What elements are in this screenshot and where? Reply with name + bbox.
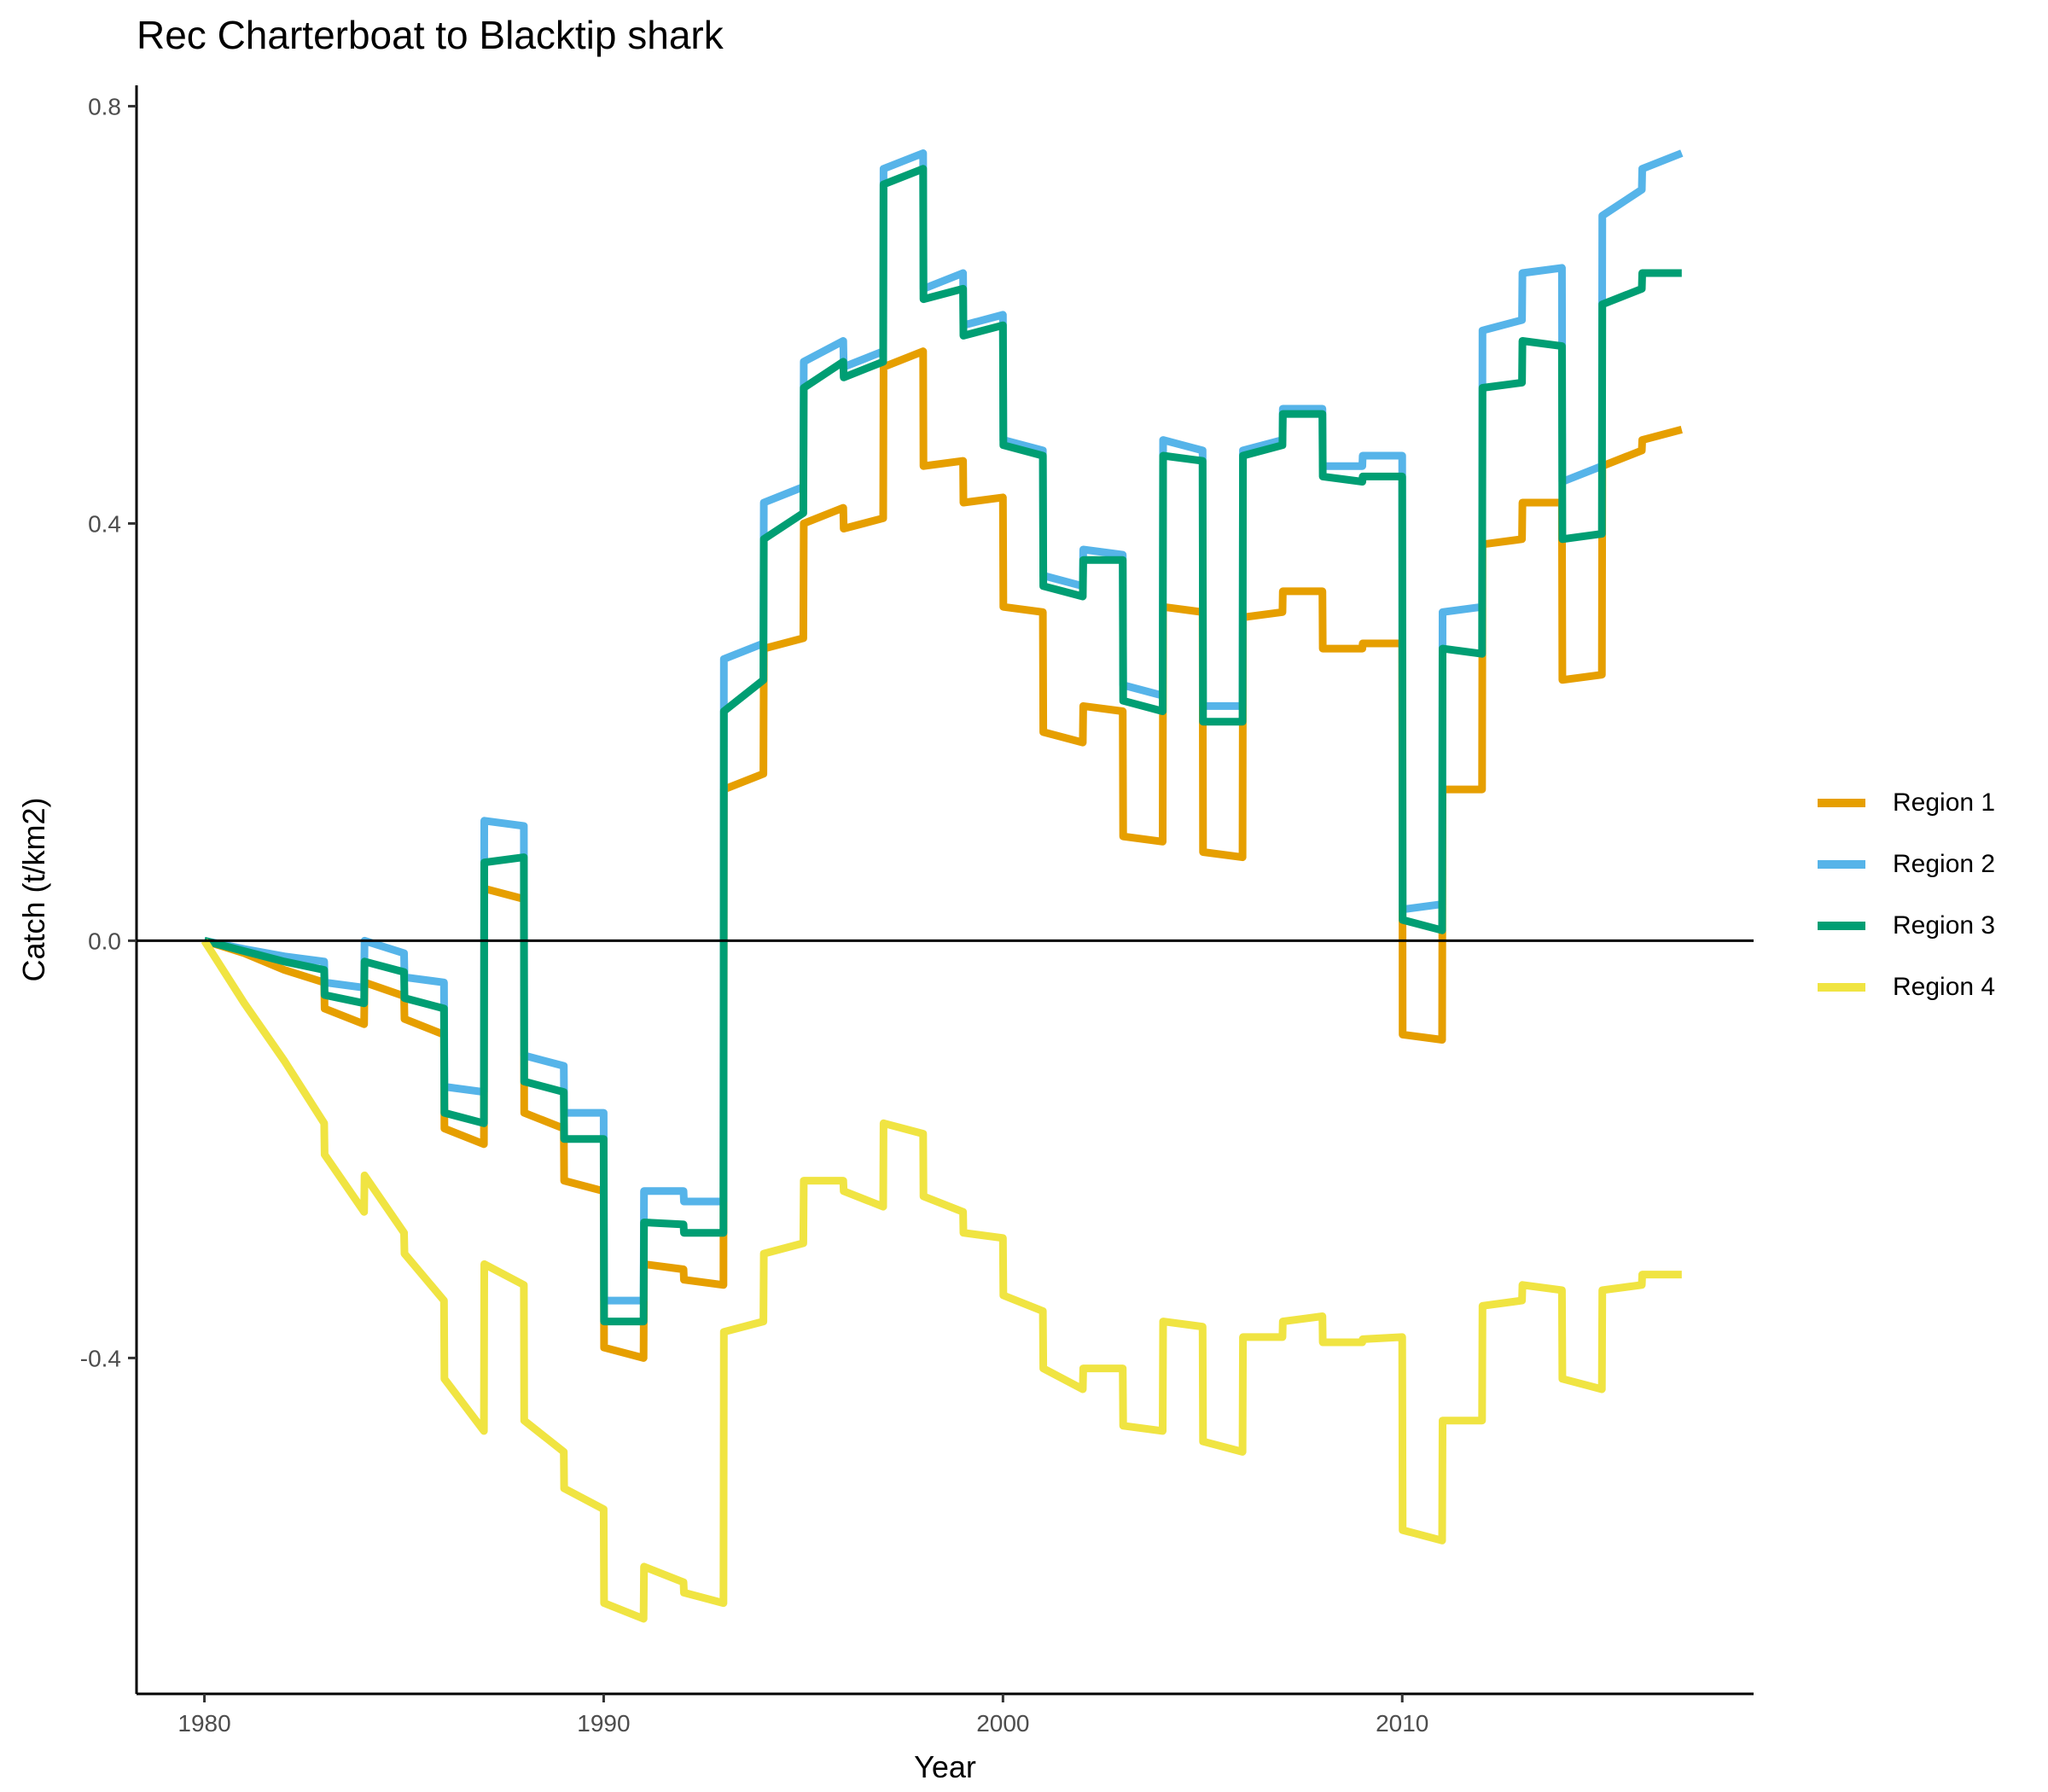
legend-label: Region 1 [1893,788,1996,817]
y-axis-ticks: -0.4 0.0 0.4 0.8 [80,93,137,1371]
legend-label: Region 2 [1893,850,1996,878]
y-tick-label: 0.8 [88,93,121,119]
series-line-region-2 [203,149,1684,1305]
legend-key-swatch [1818,860,1865,869]
legend-key-swatch [1818,983,1865,992]
x-axis-title: Year [914,1749,976,1784]
x-tick-label: 2000 [976,1710,1029,1737]
x-tick-label: 2010 [1376,1710,1428,1737]
legend-item-region-1: Region 1 [1818,772,1995,834]
y-tick-label: 0.4 [88,510,121,537]
y-tick-label: 0.0 [88,928,121,954]
series-line-region-4 [201,938,1682,1623]
x-tick-label: 1980 [177,1710,230,1737]
series-layer [201,149,1684,1623]
legend-key-swatch [1818,799,1865,807]
legend-label: Region 4 [1893,973,1996,1001]
x-axis-ticks: 1980 1990 2000 2010 [177,1694,1428,1737]
legend-item-region-3: Region 3 [1818,895,1995,957]
legend-label: Region 3 [1893,911,1996,940]
legend-item-region-4: Region 4 [1818,957,1995,1018]
y-axis-title: Catch (t/km2) [16,797,51,981]
series-line-region-3 [203,165,1682,1326]
legend-key-swatch [1818,922,1865,930]
chart-title: Rec Charterboat to Blacktip shark [137,13,724,57]
x-tick-label: 1990 [577,1710,630,1737]
y-tick-label: -0.4 [80,1345,121,1371]
legend: Region 1 Region 2 Region 3 Region 4 [1818,772,1995,1018]
legend-item-region-2: Region 2 [1818,834,1995,895]
